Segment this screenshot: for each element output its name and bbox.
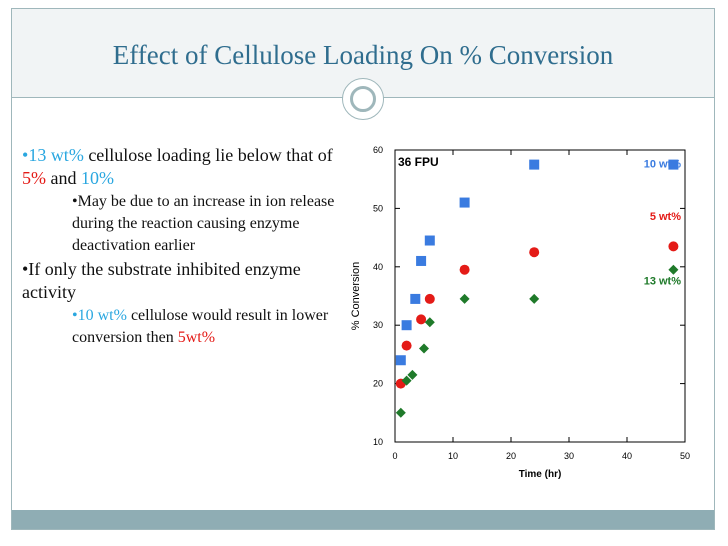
bullet-list: •13 wt% cellulose loading lie below that… xyxy=(22,144,340,350)
data-point-diamond xyxy=(401,375,412,386)
bullet-5pct: 5% xyxy=(22,168,46,188)
x-tick-label: 50 xyxy=(680,451,690,461)
footer-bar xyxy=(12,510,714,529)
sub-bullet-marker: • xyxy=(72,307,78,324)
data-point-circle xyxy=(424,293,435,304)
data-point-diamond xyxy=(424,317,435,328)
data-point-circle xyxy=(668,241,679,252)
data-point-diamond xyxy=(459,293,470,304)
y-tick-label: 60 xyxy=(373,145,383,155)
x-tick-label: 40 xyxy=(622,451,632,461)
data-point-square xyxy=(395,355,406,366)
data-point-diamond xyxy=(419,343,429,354)
data-point-circle xyxy=(529,247,540,258)
slide-frame xyxy=(11,8,715,530)
x-tick-label: 0 xyxy=(392,451,397,461)
sub-bullet-10wt-label: 10 wt% xyxy=(77,307,127,324)
sub-bullet-ion-release: •May be due to an increase in ion releas… xyxy=(72,193,335,254)
data-point-diamond xyxy=(407,369,418,380)
series-label: 10 wt% xyxy=(644,159,682,171)
bullet-13wt: •13 wt% cellulose loading lie below that… xyxy=(22,144,340,190)
data-point-square xyxy=(424,235,435,246)
chart-container: 0 10 20 30 40 50 10 20 30 40 50 60 Time (hr) % Conver… xyxy=(344,128,698,488)
y-tick-label: 40 xyxy=(373,262,383,272)
data-point-circle xyxy=(459,264,470,275)
data-point-diamond xyxy=(529,293,540,304)
x-axis-label: Time (hr) xyxy=(519,469,562,480)
conversion-chart: 0 10 20 30 40 50 10 20 30 40 50 60 Time (hr) % Conver… xyxy=(350,145,690,480)
data-point-square xyxy=(529,159,540,170)
data-point-circle xyxy=(401,340,412,351)
data-point-diamond xyxy=(395,407,406,418)
slide-title: Effect of Cellulose Loading On % Convers… xyxy=(112,40,614,70)
bullet-10pct: 10% xyxy=(81,168,114,188)
circle-ornament-icon xyxy=(342,78,384,120)
data-point-square xyxy=(459,197,470,208)
sub-bullet-10wt-text: cellulose would result in lower conversi… xyxy=(72,307,329,346)
x-tick-label: 10 xyxy=(448,451,458,461)
y-tick-label: 50 xyxy=(373,203,383,213)
bullet-13wt-text1: cellulose loading lie below that of xyxy=(83,145,333,165)
chart-annotation: 36 FPU xyxy=(398,155,439,169)
data-point-square xyxy=(401,320,412,331)
series-label: 5 wt% xyxy=(650,211,681,223)
data-point-diamond xyxy=(668,264,679,275)
bullet-marker: • xyxy=(22,145,29,165)
y-axis-label: % Conversion xyxy=(350,262,362,330)
x-tick-label: 30 xyxy=(564,451,574,461)
sub-bullet-10wt: •10 wt% cellulose would result in lower … xyxy=(22,305,340,349)
series-label: 13 wt% xyxy=(644,275,682,287)
plot-frame xyxy=(394,149,686,443)
y-tick-label: 30 xyxy=(373,320,383,330)
bullet-substrate: •If only the substrate inhibited enzyme … xyxy=(22,259,301,302)
data-point-circle xyxy=(416,314,427,325)
bullet-13wt-label: 13 wt% xyxy=(28,145,84,165)
y-tick-label: 10 xyxy=(373,437,383,447)
x-tick-label: 20 xyxy=(506,451,516,461)
bullet-and: and xyxy=(46,168,81,188)
sub-bullet-5wt-label: 5wt% xyxy=(177,329,216,346)
y-tick-label: 20 xyxy=(373,379,383,389)
data-point-square xyxy=(410,293,421,304)
data-point-square xyxy=(416,255,427,266)
data-point-square xyxy=(668,159,679,170)
